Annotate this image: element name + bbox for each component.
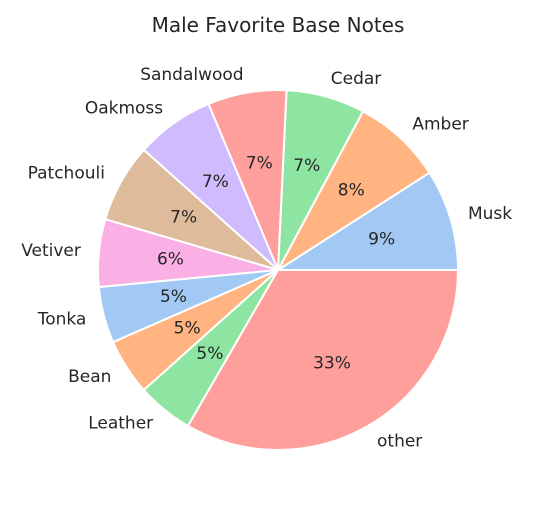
slice-percent-bean: 5% [174,318,201,338]
slice-label-other: other [377,431,422,451]
slice-label-cedar: Cedar [331,69,382,89]
slice-percent-sandalwood: 7% [246,154,273,174]
slice-percent-other: 33% [313,354,351,374]
slices-layer [97,89,459,451]
slice-label-tonka: Tonka [37,310,87,330]
slice-label-vetiver: Vetiver [21,241,81,261]
slice-label-leather: Leather [88,414,153,434]
slice-label-patchouli: Patchouli [28,164,105,184]
pie-slice-other [187,269,459,451]
slice-percent-tonka: 5% [160,287,187,307]
slice-label-oakmoss: Oakmoss [85,99,163,119]
slice-percent-cedar: 7% [293,156,320,176]
slice-percent-patchouli: 7% [170,207,197,227]
slice-label-musk: Musk [468,204,512,224]
slice-percent-vetiver: 6% [157,250,184,270]
slice-labels-layer: Musk Amber Cedar Sandalwood Oakmoss Patchouli… [21,65,512,451]
slice-percent-leather: 5% [196,344,223,364]
slice-label-sandalwood: Sandalwood [140,65,243,85]
slice-label-bean: Bean [68,367,111,387]
pie-slice-musk [277,171,459,271]
slice-percent-oakmoss: 7% [202,172,229,192]
slice-percent-amber: 8% [338,181,365,201]
slice-label-amber: Amber [412,115,468,135]
chart-title: Male Favorite Base Notes [152,13,405,37]
percent-labels-layer: 9%8%7%7%7%7%6%5%5%5% 33% [157,154,395,374]
pie-slice-amber [277,110,431,271]
slice-percent-musk: 9% [368,230,395,250]
